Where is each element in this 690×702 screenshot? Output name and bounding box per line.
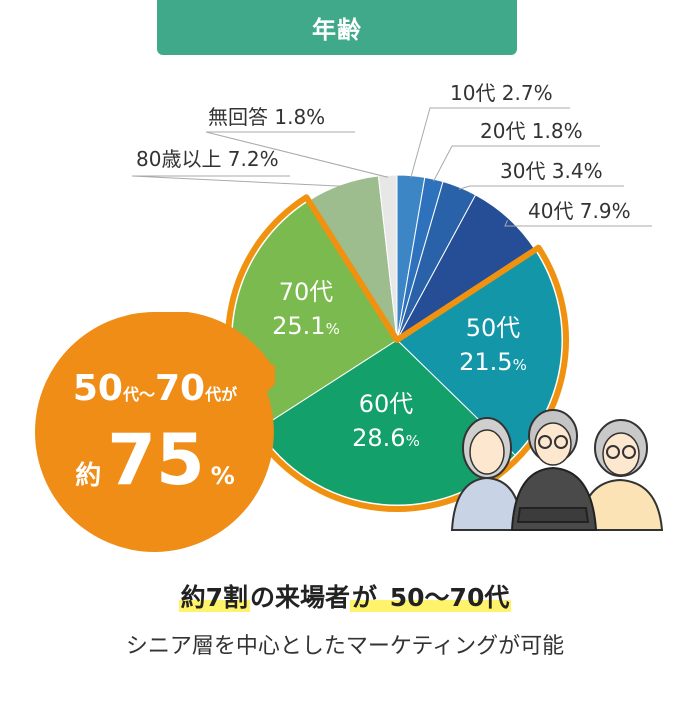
outside-labels: 10代 2.7% 20代 1.8% 30代 3.4% 40代 7.9% 80歳以上 7.… [136,81,631,223]
person-2-arms [516,507,590,523]
inside-age-70代: 70代 [279,278,334,306]
label-無回答: 無回答 1.8% [208,105,325,129]
inside-pct-60代: 28.6% [352,424,420,452]
person-1-face [469,429,505,475]
highlight-50-70-outline [225,194,569,512]
callout-75: 75 [107,419,204,501]
leader-40代 [504,219,652,227]
section-title: 年齢 [157,0,517,55]
label-10代: 10代 2.7% [450,81,553,105]
highlight-outline [225,194,569,512]
leader-20代 [433,145,600,182]
person-2-face [534,422,572,466]
senior-people-illustration [450,409,664,531]
callout-70: 70 [155,368,205,409]
inside-pct-70代: 25.1% [272,312,340,340]
callout-dai-kara: 代～ [122,385,155,404]
caption-highlight-2: が [350,583,380,612]
pie-slices [231,174,563,506]
callout-yaku: 約 [75,460,101,491]
callout-line2: 約75% [75,419,234,501]
callout-50: 50 [73,368,123,409]
leader-30代 [458,185,624,190]
label-30代: 30代 3.4% [500,159,603,183]
person-2-glasses-left [538,435,552,449]
inside-age-50代: 50代 [466,314,521,342]
slice-無回答 [377,174,398,341]
inside-labels: 50代 21.5% 60代 28.6% 70代 25.1% [272,278,527,452]
caption-end: 50～70代 [379,583,512,612]
callout-line1: 50代～70代が [73,368,237,409]
leader-80歳以上 [131,175,343,187]
leader-10代 [410,107,570,178]
callout-bubble: 50代～70代が 約75% [35,312,275,552]
caption-headline: 約7割の来場者が 50～70代 [0,578,690,614]
person-2-glasses-right [554,435,568,449]
caption-middle: の来場者 [250,583,351,612]
person-3-glasses-right [622,445,636,459]
person-3-glasses-left [606,445,620,459]
label-40代: 40代 7.9% [528,199,631,223]
inside-pct-50代: 21.5% [459,348,527,376]
label-80歳以上: 80歳以上 7.2% [136,147,279,171]
inside-age-60代: 60代 [359,390,414,418]
person-3-face [602,432,640,476]
callout-dai-ga: 代が [204,385,237,404]
leader-無回答 [205,131,388,178]
leader-lines [131,107,652,227]
label-20代: 20代 1.8% [480,119,583,143]
caption-highlight-1: 約7割 [178,583,251,612]
caption-subline: シニア層を中心としたマーケティングが可能 [125,634,565,659]
callout-percent: % [211,462,235,490]
